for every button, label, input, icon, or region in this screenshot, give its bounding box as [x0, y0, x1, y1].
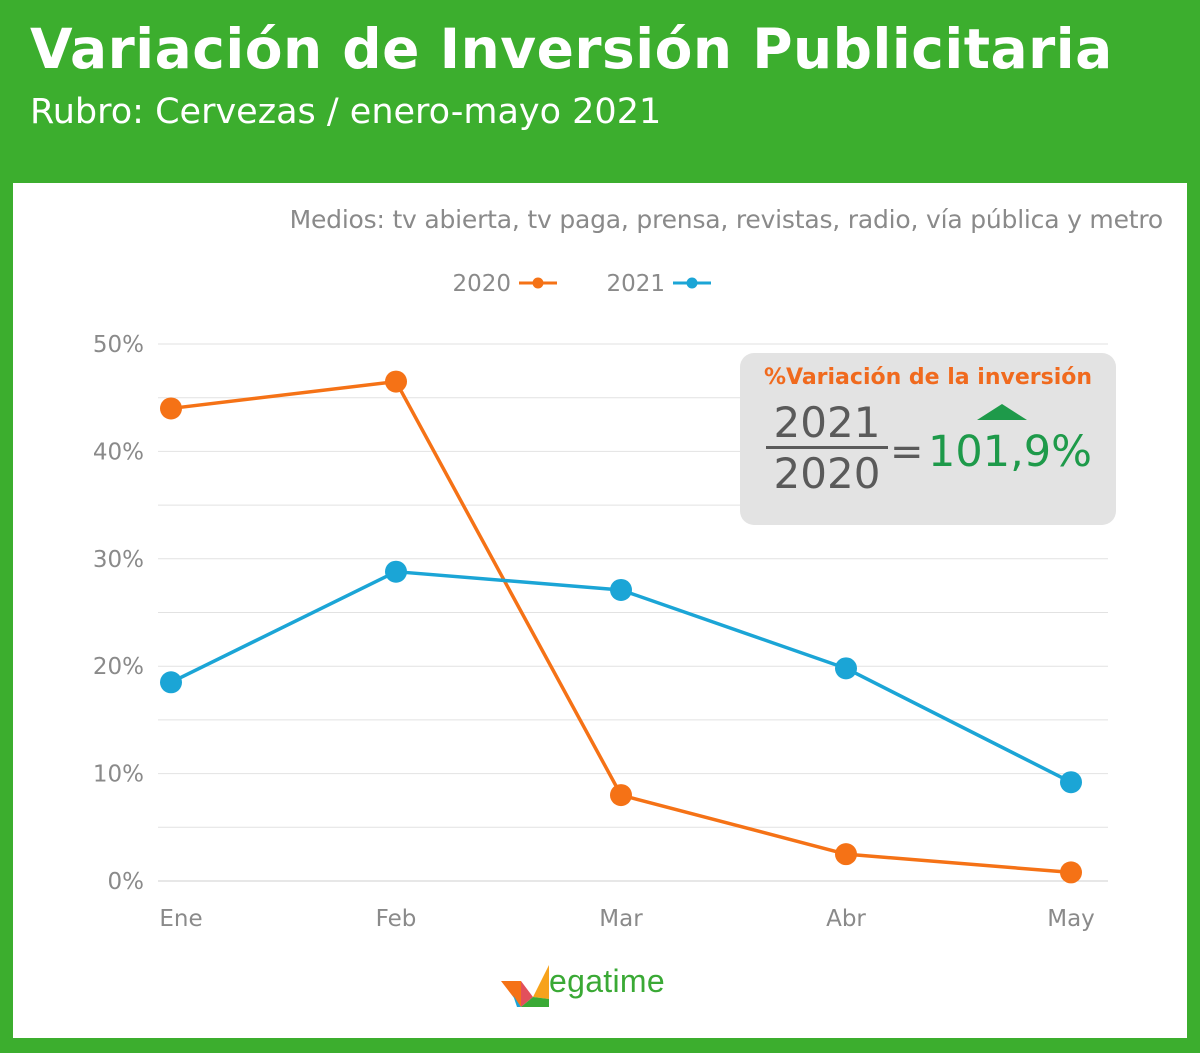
logo-text: egatime	[549, 963, 665, 999]
data-point-2021	[835, 657, 857, 680]
data-point-2020	[610, 784, 632, 807]
legend-label-2021: 2021	[606, 271, 665, 297]
y-tick-label: 10%	[93, 762, 144, 788]
data-point-2021	[385, 560, 407, 583]
y-tick-label: 50%	[93, 332, 144, 358]
data-point-2020	[160, 397, 182, 420]
x-tick-label: Feb	[376, 906, 417, 932]
x-tick-label: Mar	[599, 906, 643, 932]
fraction-denominator: 2020	[773, 449, 881, 498]
y-tick-label: 0%	[108, 869, 145, 895]
megatime-logo: egatime	[499, 955, 699, 1015]
x-tick-label: Ene	[159, 906, 202, 932]
y-tick-label: 40%	[93, 439, 144, 465]
header: Variación de Inversión Publicitaria Rubr…	[30, 22, 1113, 130]
data-point-2021	[160, 671, 182, 694]
x-tick-label: May	[1047, 906, 1095, 932]
page-subtitle: Rubro: Cervezas / enero-mayo 2021	[30, 92, 662, 132]
variation-callout: %Variación de la inversión 2021 2020 = 1…	[740, 353, 1116, 525]
fraction-numerator: 2021	[773, 398, 881, 447]
legend-marker-2020	[532, 277, 544, 289]
chart-card: 0% 10% 20% 30% 40% 50% Ene Feb Mar Abr May 2020 2021…	[13, 183, 1187, 1038]
legend-marker-2021	[686, 277, 698, 289]
series-line-2021	[170, 569, 1072, 784]
x-tick-label: Abr	[826, 906, 866, 932]
megatime-m-logo-icon	[501, 965, 549, 1007]
data-point-2020	[835, 843, 857, 866]
equals-sign: =	[890, 429, 924, 475]
variation-value: 101,9%	[928, 427, 1092, 477]
callout-title: %Variación de la inversión	[763, 365, 1093, 390]
y-tick-label: 20%	[93, 654, 144, 680]
up-triangle-icon	[977, 404, 1027, 420]
data-point-2020	[1060, 861, 1082, 884]
fraction-bar	[766, 446, 888, 449]
fraction: 2021 2020	[766, 401, 888, 496]
y-tick-label: 30%	[93, 547, 144, 573]
data-point-2021	[1060, 771, 1082, 794]
page-title: Variación de Inversión Publicitaria	[30, 17, 1113, 81]
media-note: Medios: tv abierta, tv paga, prensa, rev…	[289, 205, 1164, 234]
legend-label-2020: 2020	[452, 271, 511, 297]
data-point-2020	[385, 370, 407, 393]
data-point-2021	[610, 578, 632, 601]
